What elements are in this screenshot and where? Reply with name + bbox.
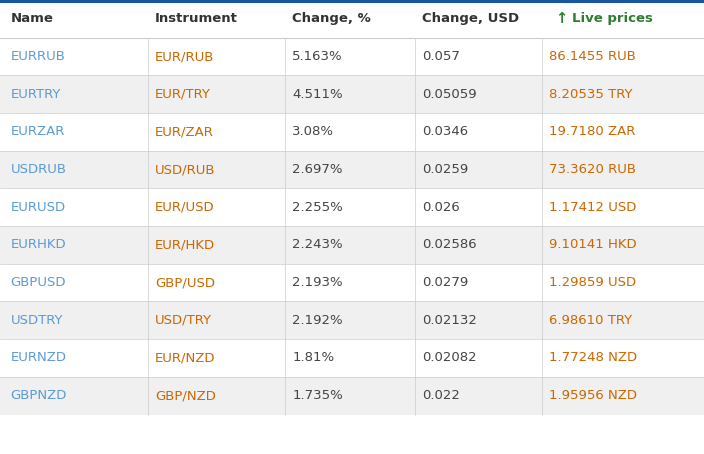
Text: ↑: ↑ xyxy=(555,11,567,26)
Text: Instrument: Instrument xyxy=(155,12,238,25)
Text: GBPNZD: GBPNZD xyxy=(11,389,67,402)
Text: 0.0346: 0.0346 xyxy=(422,125,469,138)
Text: 0.0279: 0.0279 xyxy=(422,276,469,289)
Bar xyxy=(0,301,704,339)
Text: 1.81%: 1.81% xyxy=(292,351,334,365)
Text: EURZAR: EURZAR xyxy=(11,125,65,138)
Text: USD/TRY: USD/TRY xyxy=(155,314,212,327)
Text: EURRUB: EURRUB xyxy=(11,50,65,63)
Text: USDRUB: USDRUB xyxy=(11,163,67,176)
Bar xyxy=(0,75,704,113)
Text: 8.20535 TRY: 8.20535 TRY xyxy=(549,88,633,101)
Text: EURHKD: EURHKD xyxy=(11,238,66,252)
Text: GBP/NZD: GBP/NZD xyxy=(155,389,215,402)
Text: 0.057: 0.057 xyxy=(422,50,460,63)
Text: 0.022: 0.022 xyxy=(422,389,460,402)
Text: Change, %: Change, % xyxy=(292,12,371,25)
Text: EUR/TRY: EUR/TRY xyxy=(155,88,210,101)
Text: EURUSD: EURUSD xyxy=(11,201,65,214)
Text: 0.02132: 0.02132 xyxy=(422,314,477,327)
Text: Live prices: Live prices xyxy=(572,12,653,25)
Text: 2.255%: 2.255% xyxy=(292,201,343,214)
Bar xyxy=(0,0,704,3)
Text: 1.95956 NZD: 1.95956 NZD xyxy=(549,389,637,402)
Text: USDTRY: USDTRY xyxy=(11,314,63,327)
Text: 0.02082: 0.02082 xyxy=(422,351,477,365)
Bar xyxy=(0,377,704,415)
Text: 0.0259: 0.0259 xyxy=(422,163,469,176)
Bar xyxy=(0,151,704,188)
Bar xyxy=(0,188,704,226)
Text: EUR/USD: EUR/USD xyxy=(155,201,215,214)
Text: 1.29859 USD: 1.29859 USD xyxy=(549,276,636,289)
Text: EURTRY: EURTRY xyxy=(11,88,61,101)
Text: 2.243%: 2.243% xyxy=(292,238,343,252)
Bar xyxy=(0,113,704,151)
Text: 1.17412 USD: 1.17412 USD xyxy=(549,201,636,214)
Text: 3.08%: 3.08% xyxy=(292,125,334,138)
Text: 86.1455 RUB: 86.1455 RUB xyxy=(549,50,636,63)
Text: EUR/NZD: EUR/NZD xyxy=(155,351,215,365)
Text: EURNZD: EURNZD xyxy=(11,351,67,365)
Text: Change, USD: Change, USD xyxy=(422,12,520,25)
Text: GBPUSD: GBPUSD xyxy=(11,276,66,289)
Bar xyxy=(0,339,704,377)
Text: EUR/ZAR: EUR/ZAR xyxy=(155,125,214,138)
Text: 0.026: 0.026 xyxy=(422,201,460,214)
Text: 1.77248 NZD: 1.77248 NZD xyxy=(549,351,637,365)
Text: 9.10141 HKD: 9.10141 HKD xyxy=(549,238,636,252)
Text: 1.735%: 1.735% xyxy=(292,389,343,402)
Text: Name: Name xyxy=(11,12,54,25)
Bar xyxy=(0,264,704,301)
Text: EUR/RUB: EUR/RUB xyxy=(155,50,214,63)
Text: 2.697%: 2.697% xyxy=(292,163,343,176)
Text: 73.3620 RUB: 73.3620 RUB xyxy=(549,163,636,176)
Text: 0.02586: 0.02586 xyxy=(422,238,477,252)
Text: USD/RUB: USD/RUB xyxy=(155,163,215,176)
Bar xyxy=(0,38,704,75)
Text: 5.163%: 5.163% xyxy=(292,50,343,63)
Text: 6.98610 TRY: 6.98610 TRY xyxy=(549,314,632,327)
Text: 19.7180 ZAR: 19.7180 ZAR xyxy=(549,125,636,138)
Text: GBP/USD: GBP/USD xyxy=(155,276,215,289)
Text: 2.192%: 2.192% xyxy=(292,314,343,327)
Text: 0.05059: 0.05059 xyxy=(422,88,477,101)
Bar xyxy=(0,226,704,264)
Text: 2.193%: 2.193% xyxy=(292,276,343,289)
Text: EUR/HKD: EUR/HKD xyxy=(155,238,215,252)
Text: 4.511%: 4.511% xyxy=(292,88,343,101)
